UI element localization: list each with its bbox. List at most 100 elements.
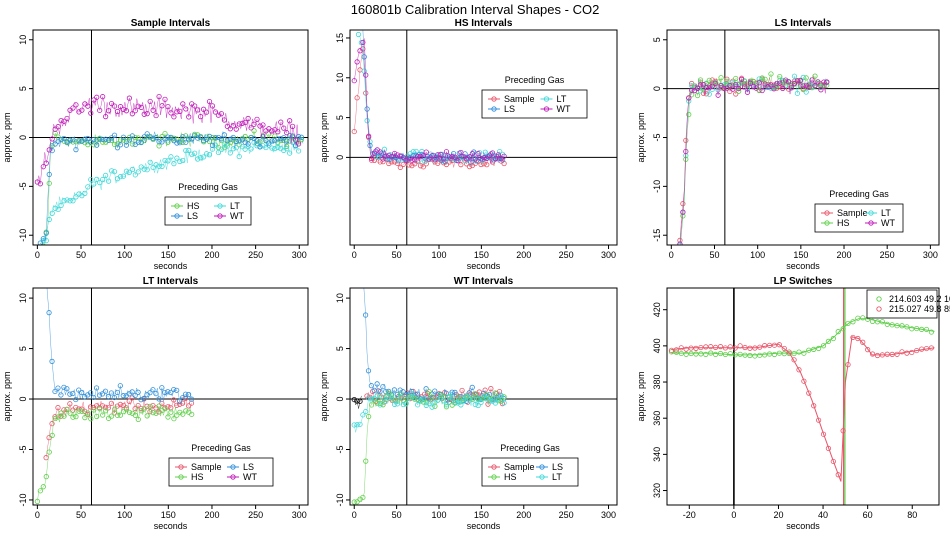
- y-tick-label: 15: [335, 33, 345, 43]
- data-point: [426, 389, 432, 395]
- data-point: [860, 339, 866, 345]
- data-point: [481, 155, 487, 161]
- data-point: [776, 350, 782, 356]
- data-point: [185, 391, 192, 398]
- data-point: [257, 144, 263, 150]
- data-point: [753, 85, 759, 91]
- data-point: [49, 358, 55, 364]
- data-point: [103, 408, 109, 414]
- data-point: [117, 174, 124, 180]
- data-point: [683, 346, 689, 352]
- legend-entry: LT: [536, 472, 562, 482]
- data-point: [443, 402, 450, 408]
- data-point: [159, 103, 165, 109]
- data-point: [794, 77, 800, 84]
- data-point: [180, 134, 186, 140]
- data-point: [67, 401, 73, 407]
- data-point: [132, 172, 138, 178]
- x-tick-label: 250: [880, 250, 895, 260]
- plot-frame: [349, 287, 618, 506]
- data-point: [147, 390, 153, 396]
- x-tick-label: 100: [431, 250, 446, 260]
- data-point: [727, 344, 733, 350]
- data-point: [159, 163, 165, 169]
- series-trace: [680, 73, 827, 245]
- x-tick-label: 20: [773, 510, 783, 520]
- data-point: [680, 201, 686, 207]
- data-point: [476, 389, 482, 395]
- data-point: [919, 326, 925, 332]
- data-point: [443, 390, 449, 396]
- data-point: [117, 104, 124, 110]
- x-tick-label: 0: [352, 250, 357, 260]
- legend-marker: [543, 96, 550, 102]
- data-point: [409, 390, 415, 397]
- data-point: [55, 405, 61, 411]
- data-point: [501, 394, 507, 400]
- data-point: [58, 202, 64, 208]
- x-tick-label: 150: [793, 250, 808, 260]
- data-point: [58, 117, 64, 124]
- x-tick-label: 100: [117, 250, 132, 260]
- main-title: 160801b Calibration Interval Shapes - CO…: [350, 2, 600, 17]
- data-point: [46, 180, 52, 186]
- legend-entry: LT: [540, 94, 567, 104]
- data-point: [248, 134, 254, 141]
- data-point: [180, 157, 186, 164]
- data-point: [722, 345, 729, 351]
- data-point: [88, 390, 94, 396]
- data-point: [668, 349, 675, 355]
- data-point: [135, 389, 141, 395]
- data-point: [281, 125, 287, 131]
- data-point: [821, 79, 827, 85]
- data-point: [718, 75, 724, 81]
- data-point: [73, 414, 79, 420]
- data-point: [703, 351, 709, 357]
- data-point: [850, 334, 856, 341]
- data-point: [147, 98, 153, 105]
- data-point: [400, 401, 406, 408]
- data-point: [466, 154, 473, 160]
- y-tick-label: 340: [652, 447, 662, 462]
- data-point: [383, 389, 389, 395]
- x-axis-label: seconds: [154, 521, 188, 531]
- data-point: [383, 153, 389, 159]
- data-point: [774, 80, 780, 87]
- data-point: [909, 349, 915, 356]
- data-point: [894, 351, 900, 357]
- data-point: [744, 89, 751, 95]
- data-point: [438, 394, 444, 401]
- data-point: [712, 80, 718, 86]
- data-point: [850, 319, 856, 325]
- data-point: [762, 81, 768, 87]
- data-point: [869, 318, 876, 325]
- data-point: [762, 352, 768, 358]
- series-trace: [37, 96, 299, 184]
- data-point: [105, 405, 112, 411]
- data-point: [168, 110, 174, 116]
- panel-0: Sample Intervals 0 50 100 150 200 250 300 -10 -5 0…: [2, 18, 309, 271]
- data-point: [239, 144, 245, 150]
- x-tick-label: 100: [431, 510, 446, 520]
- data-point: [260, 122, 266, 128]
- data-point: [368, 383, 374, 389]
- data-point: [168, 389, 174, 396]
- y-tick-label: -5: [18, 445, 28, 453]
- data-point: [100, 412, 106, 418]
- data-point: [287, 118, 293, 124]
- panel-title: LT Intervals: [143, 276, 199, 287]
- data-point: [198, 134, 204, 140]
- data-point: [106, 108, 112, 114]
- data-point: [777, 80, 783, 86]
- data-area: [668, 288, 935, 505]
- data-point: [715, 87, 721, 93]
- data-point: [688, 345, 694, 351]
- data-point: [364, 118, 370, 124]
- data-point: [227, 150, 233, 156]
- legend-entry: LS: [536, 462, 563, 472]
- series-trace: [39, 130, 304, 245]
- data-point: [354, 95, 360, 101]
- x-tick-label: 60: [863, 510, 873, 520]
- data-point: [771, 342, 778, 348]
- data-point: [46, 449, 52, 455]
